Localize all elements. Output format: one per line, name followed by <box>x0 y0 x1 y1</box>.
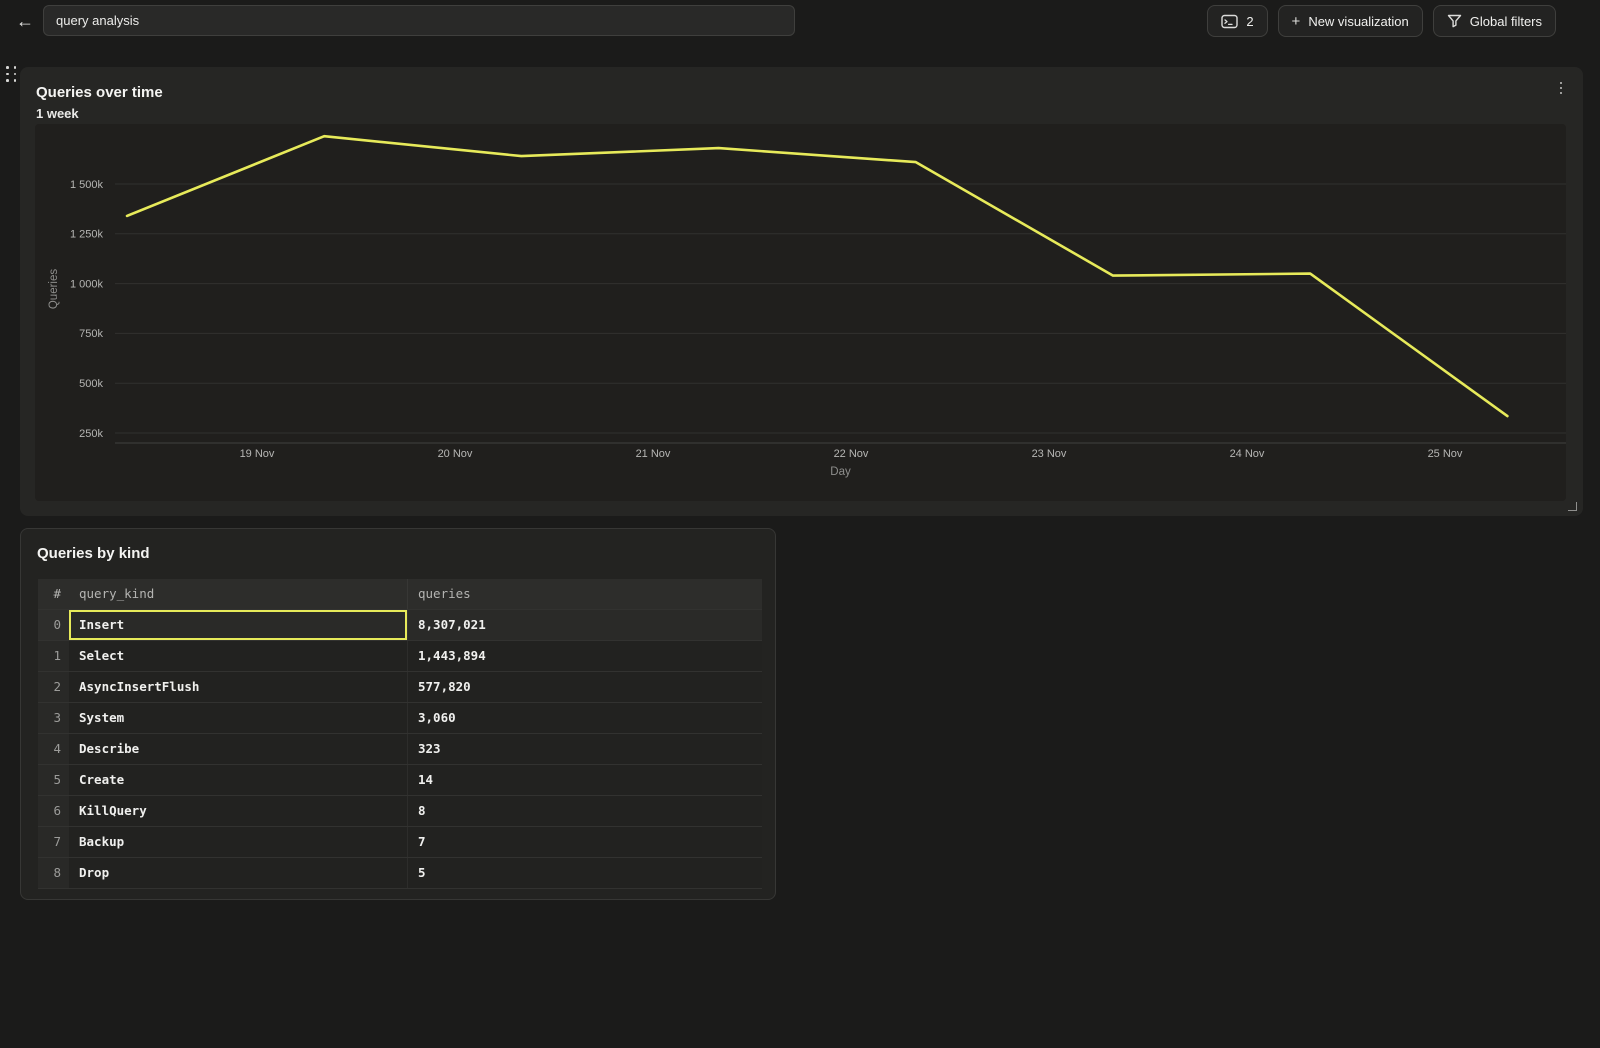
row-index-cell: 3 <box>38 703 69 733</box>
table-row: 5Create14 <box>38 764 762 795</box>
chart-panel-title: Queries over time <box>36 84 163 101</box>
global-filters-label: Global filters <box>1470 14 1542 29</box>
table-panel-title: Queries by kind <box>37 545 150 562</box>
table-cell[interactable]: Describe <box>69 734 407 764</box>
table-cell[interactable]: 3,060 <box>407 703 762 733</box>
column-header-index: # <box>38 579 69 609</box>
queries-over-time-chart[interactable]: 1 500k 1 250k 1 000k 750k 500k 250k 19 Nov 20 N… <box>35 124 1566 501</box>
row-index-cell: 0 <box>38 610 69 640</box>
row-index-cell: 8 <box>38 858 69 888</box>
y-tick-label: 1 250k <box>70 229 104 241</box>
y-axis-title: Queries <box>48 269 60 310</box>
open-queries-button[interactable]: 2 <box>1207 5 1267 37</box>
x-axis-title: Day <box>830 466 851 478</box>
column-header-query_kind: query_kind <box>69 579 407 609</box>
column-header-queries: queries <box>407 579 762 609</box>
y-tick-label: 1 000k <box>70 278 104 290</box>
y-tick-label: 750k <box>79 328 103 340</box>
line-chart-svg: 1 500k 1 250k 1 000k 750k 500k 250k 19 Nov 20 N… <box>35 124 1566 501</box>
top-bar: ← 2 + New visualization Global filter <box>0 0 1600 42</box>
topbar-actions: 2 + New visualization Global filters <box>1207 5 1556 37</box>
row-index-cell: 4 <box>38 734 69 764</box>
series-line-queries <box>127 136 1507 416</box>
table-cell[interactable]: 323 <box>407 734 762 764</box>
table-cell[interactable]: Select <box>69 641 407 671</box>
x-tick-label: 19 Nov <box>240 448 275 460</box>
panel-resize-handle-icon[interactable] <box>1568 502 1577 511</box>
new-visualization-button[interactable]: + New visualization <box>1278 5 1423 37</box>
y-tick-label: 500k <box>79 378 103 390</box>
back-button[interactable]: ← <box>12 9 38 33</box>
x-tick-label: 21 Nov <box>636 448 671 460</box>
table-row: 6KillQuery8 <box>38 795 762 826</box>
table-cell[interactable]: KillQuery <box>69 796 407 826</box>
table-row: 3System3,060 <box>38 702 762 733</box>
table-cell[interactable]: 7 <box>407 827 762 857</box>
plus-icon: + <box>1292 14 1301 29</box>
row-index-cell: 6 <box>38 796 69 826</box>
table-row: 4Describe323 <box>38 733 762 764</box>
console-window-icon <box>1221 14 1238 29</box>
row-index-cell: 5 <box>38 765 69 795</box>
x-tick-label: 22 Nov <box>834 448 869 460</box>
table-cell[interactable]: 5 <box>407 858 762 888</box>
table-cell[interactable]: Drop <box>69 858 407 888</box>
panel-menu-button[interactable] <box>1553 79 1569 97</box>
table-cell[interactable]: AsyncInsertFlush <box>69 672 407 702</box>
x-tick-label: 25 Nov <box>1428 448 1463 460</box>
table-cell[interactable]: System <box>69 703 407 733</box>
table-cell[interactable]: 577,820 <box>407 672 762 702</box>
funnel-icon <box>1447 14 1462 28</box>
row-index-cell: 7 <box>38 827 69 857</box>
panel-drag-handle-icon[interactable] <box>6 66 19 83</box>
table-row: 0Insert8,307,021 <box>38 609 762 640</box>
table-header-row: #query_kindqueries <box>38 579 762 609</box>
table-cell[interactable]: Insert <box>69 610 407 640</box>
y-tick-label: 1 500k <box>70 179 104 191</box>
table-cell[interactable]: 1,443,894 <box>407 641 762 671</box>
new-visualization-label: New visualization <box>1308 14 1408 29</box>
table-cell[interactable]: Backup <box>69 827 407 857</box>
table-cell[interactable]: 8 <box>407 796 762 826</box>
table-row: 1Select1,443,894 <box>38 640 762 671</box>
table-cell[interactable]: 14 <box>407 765 762 795</box>
dashboard-title-input[interactable] <box>43 5 795 36</box>
global-filters-button[interactable]: Global filters <box>1433 5 1556 37</box>
queries-by-kind-table: #query_kindqueries0Insert8,307,0211Selec… <box>38 579 762 889</box>
queries-over-time-panel: Queries over time 1 week 1 500k 1 250k 1 0… <box>20 67 1583 516</box>
table-row: 8Drop5 <box>38 857 762 888</box>
table-row: 7Backup7 <box>38 826 762 857</box>
queries-by-kind-panel: Queries by kind #query_kindqueries0Inser… <box>20 528 776 900</box>
x-tick-label: 24 Nov <box>1230 448 1265 460</box>
y-tick-label: 250k <box>79 428 103 440</box>
row-index-cell: 1 <box>38 641 69 671</box>
open-queries-count: 2 <box>1246 14 1253 29</box>
x-tick-label: 23 Nov <box>1032 448 1067 460</box>
chart-panel-subtitle: 1 week <box>36 106 79 121</box>
x-tick-label: 20 Nov <box>438 448 473 460</box>
table-cell[interactable]: Create <box>69 765 407 795</box>
table-row: 2AsyncInsertFlush577,820 <box>38 671 762 702</box>
table-cell[interactable]: 8,307,021 <box>407 610 762 640</box>
row-index-cell: 2 <box>38 672 69 702</box>
